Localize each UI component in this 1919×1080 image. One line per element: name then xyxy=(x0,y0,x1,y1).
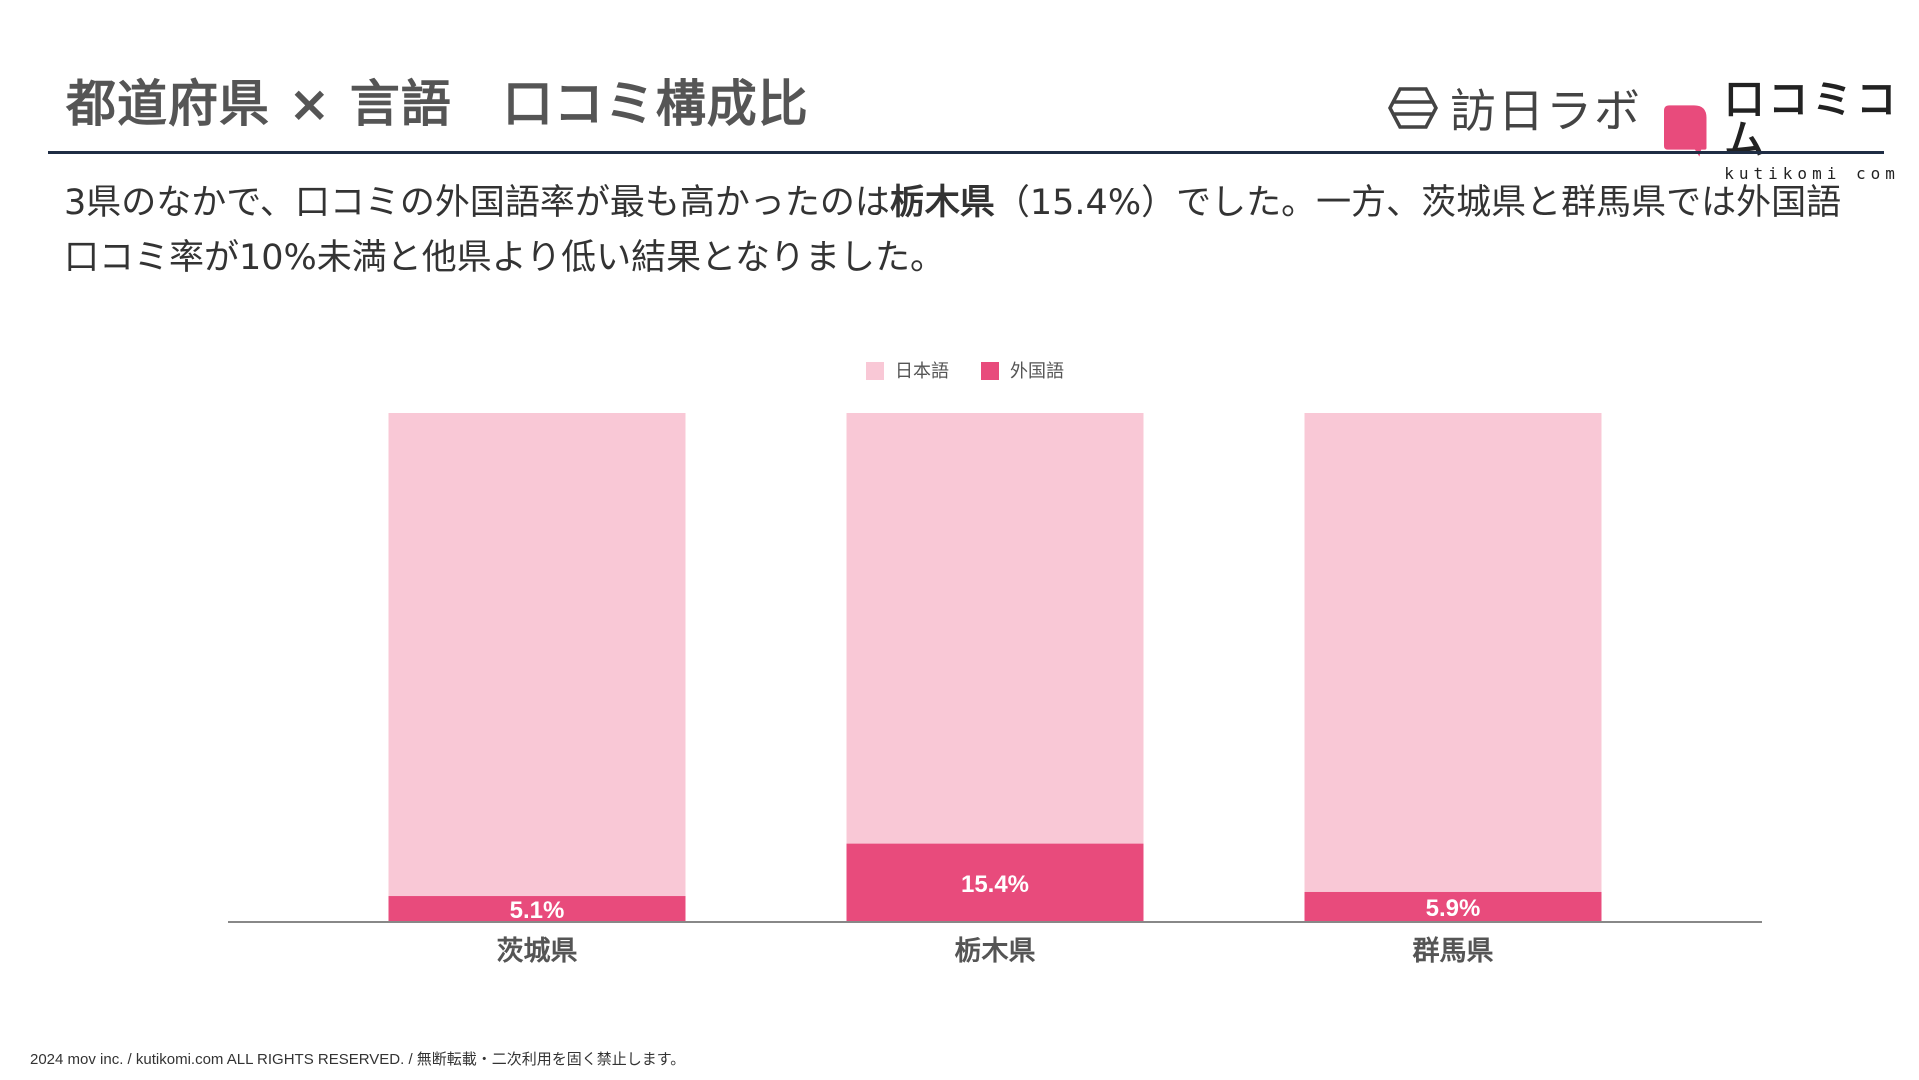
bar-foreign xyxy=(388,896,686,922)
bar-japanese xyxy=(1304,413,1602,892)
houjin-lab-logo-text: 訪日ラボ xyxy=(1450,84,1642,138)
lead-text: 3県のなかで、口コミの外国語率が最も高かったのは栃木県（15.4%）でした。一方… xyxy=(64,176,1854,286)
data-label: 15.4% xyxy=(961,871,1029,898)
category-label: 栃木県 xyxy=(955,936,1036,967)
category-label: 茨城県 xyxy=(497,936,578,967)
speech-bubble-logo-icon xyxy=(1664,105,1707,157)
legend-label: 日本語 xyxy=(895,361,949,382)
legend-swatch xyxy=(981,362,999,380)
legend-label: 外国語 xyxy=(1010,361,1064,382)
page-title: 都道府県 × 言語 口コミ構成比 xyxy=(66,75,809,133)
header-divider xyxy=(48,151,1884,154)
legend-swatch xyxy=(866,362,884,380)
data-label: 5.9% xyxy=(1426,895,1481,922)
legend-item: 日本語 xyxy=(866,361,949,382)
bar-foreign xyxy=(846,843,1144,922)
kutikomi-logo: 口コミコム kutikomi com xyxy=(1664,80,1919,182)
stacked-bar-chart: 日本語 外国語 5.1% 茨城県 15.4% 栃木県 5.9% 群馬県 xyxy=(228,361,1762,967)
lead-text-part2: （15.4%）でした。一方、茨城県と群馬県では外国語口コミ率が10%未満と他県よ… xyxy=(64,183,1842,278)
bar-foreign xyxy=(1304,891,1602,922)
bar-japanese xyxy=(846,413,1144,844)
kutikomi-logo-subtext: kutikomi com xyxy=(1724,164,1900,183)
bar-japanese xyxy=(388,413,686,897)
copyright-footer: 2024 mov inc. / kutikomi.com ALL RIGHTS … xyxy=(30,1051,686,1068)
category-label: 群馬県 xyxy=(1413,936,1494,967)
kutikomi-logo-text: 口コミコム xyxy=(1724,77,1901,163)
lead-text-part1: 3県のなかで、口コミの外国語率が最も高かったのは xyxy=(64,183,890,223)
houjin-lab-logo: 訪日ラボ xyxy=(1388,80,1642,138)
data-label: 5.1% xyxy=(510,897,565,924)
legend-item: 外国語 xyxy=(981,361,1064,382)
lead-text-highlight: 栃木県 xyxy=(889,183,995,223)
hexagon-logo-icon xyxy=(1388,87,1438,129)
